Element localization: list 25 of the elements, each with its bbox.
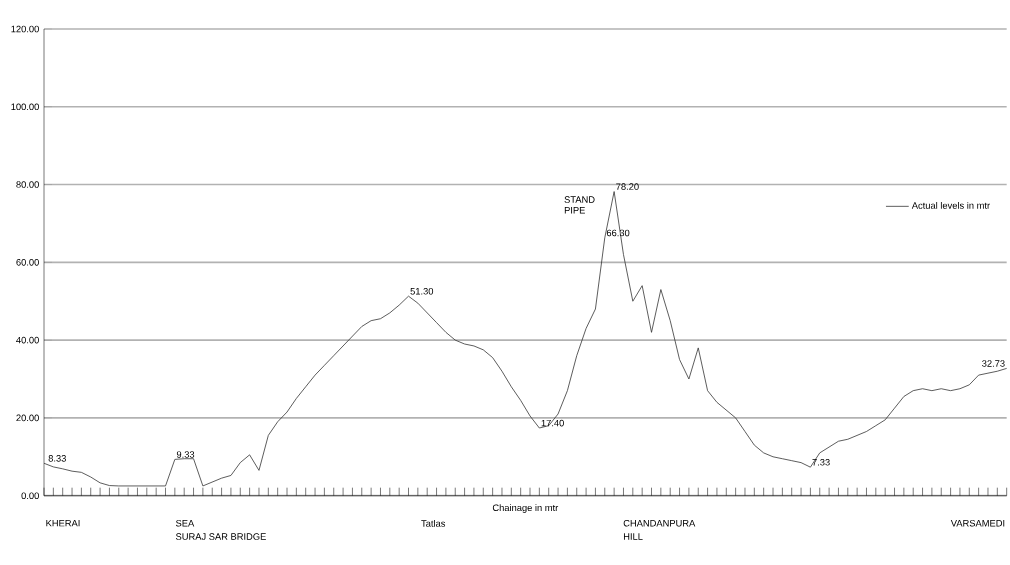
text: Tatlas bbox=[421, 519, 446, 527]
text: CHANDANPURA bbox=[623, 519, 696, 527]
data-label: 7.33 bbox=[812, 458, 830, 466]
data-label: 8.33 bbox=[48, 455, 66, 462]
text: HILL bbox=[623, 533, 643, 540]
y-tick-label: 20.00 bbox=[16, 414, 39, 422]
data-label: 66.30 bbox=[606, 229, 630, 237]
data-label: 17.40 bbox=[541, 419, 564, 427]
text: SURAJ SAR BRIDGE bbox=[175, 533, 266, 540]
text: KHERAI bbox=[46, 519, 80, 527]
y-tick-label: 80.00 bbox=[16, 181, 39, 188]
x-axis-title: Chainage in mtr bbox=[492, 504, 559, 513]
data-label: 51.30 bbox=[410, 287, 434, 295]
data-label: 78.20 bbox=[616, 183, 639, 190]
y-tick-label: 120.00 bbox=[11, 25, 39, 33]
text: VARSAMEDI bbox=[950, 519, 1005, 527]
data-label: 32.73 bbox=[982, 360, 1005, 367]
text: SEA bbox=[175, 519, 195, 527]
annotation: STAND PIPE bbox=[564, 196, 595, 214]
data-label: 9.33 bbox=[176, 451, 195, 458]
y-tick-label: 60.00 bbox=[16, 259, 39, 266]
y-tick-label: 0.00 bbox=[21, 492, 39, 499]
y-tick-label: 100.00 bbox=[11, 103, 39, 111]
y-tick-label: 40.00 bbox=[16, 336, 39, 344]
legend-label: Actual levels in mtr bbox=[911, 201, 990, 209]
